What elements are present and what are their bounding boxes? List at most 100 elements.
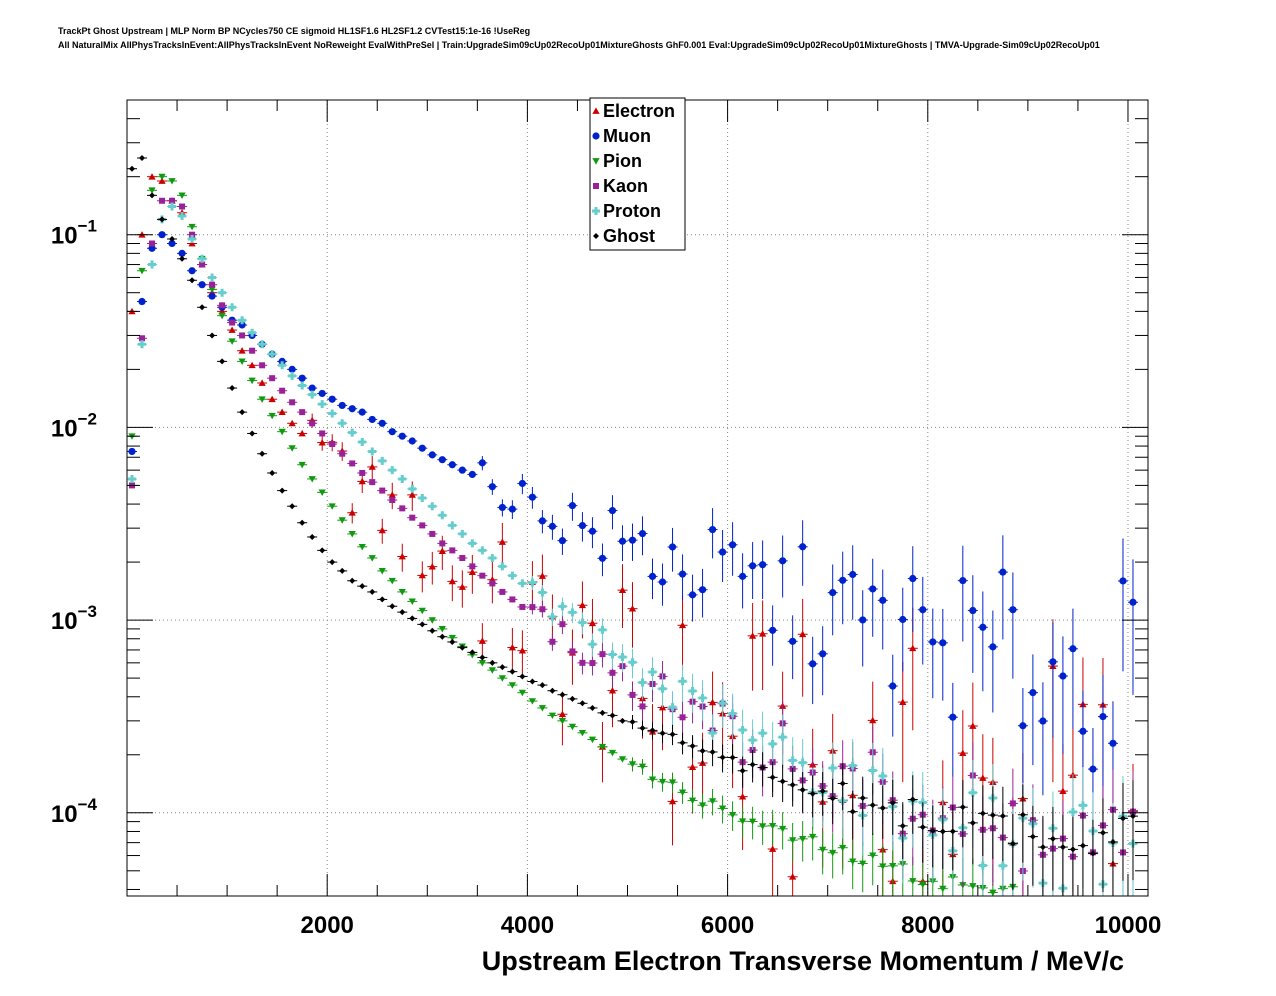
y-tick-label: 10−2 — [51, 409, 97, 442]
y-tick-label: 10−1 — [51, 217, 97, 250]
data-point — [499, 588, 506, 595]
data-point — [308, 384, 316, 392]
data-point — [1009, 800, 1016, 807]
data-point — [508, 505, 516, 513]
data-point — [318, 389, 326, 398]
data-point — [408, 491, 416, 498]
data-point — [999, 812, 1006, 819]
data-point — [398, 432, 406, 440]
data-point — [478, 459, 486, 467]
data-point — [159, 216, 166, 223]
data-point — [318, 489, 326, 496]
data-point — [768, 739, 777, 748]
data-point — [569, 648, 576, 655]
data-point — [1009, 606, 1017, 614]
data-point — [598, 554, 607, 562]
data-point — [418, 444, 426, 452]
data-point — [298, 374, 306, 382]
data-point — [509, 596, 516, 603]
data-point — [458, 529, 467, 538]
data-point — [759, 561, 767, 569]
data-point — [568, 502, 577, 510]
data-point — [399, 609, 406, 616]
data-point — [249, 430, 256, 437]
data-point — [518, 647, 526, 654]
data-point — [699, 747, 706, 754]
data-point — [269, 469, 276, 476]
series-pion — [127, 173, 1018, 897]
data-point — [138, 267, 146, 275]
y-tick-labels: 10−1 10−2 10−3 10−4 — [51, 217, 98, 828]
data-point — [718, 548, 727, 556]
data-point — [218, 288, 227, 297]
data-point — [618, 653, 627, 662]
data-point — [188, 267, 196, 275]
data-point — [418, 494, 427, 503]
data-point — [488, 483, 496, 491]
data-point — [748, 736, 757, 745]
data-point — [369, 588, 376, 595]
data-point — [339, 450, 346, 457]
data-point — [298, 381, 307, 390]
data-point — [588, 527, 597, 535]
data-point — [178, 249, 186, 257]
data-point — [339, 567, 346, 574]
data-point — [969, 606, 977, 615]
data-point — [1059, 787, 1067, 794]
data-point — [519, 673, 526, 680]
data-point — [419, 522, 426, 529]
data-point — [649, 727, 656, 734]
data-point — [939, 885, 947, 893]
data-point — [269, 375, 276, 382]
data-point — [769, 626, 777, 634]
data-point — [869, 585, 877, 593]
data-point — [438, 511, 447, 520]
data-point — [389, 496, 396, 503]
data-point — [1109, 739, 1117, 747]
data-point — [468, 470, 476, 479]
data-point — [648, 776, 657, 783]
data-point — [469, 563, 476, 570]
data-point — [498, 675, 506, 682]
data-point — [279, 387, 286, 394]
data-point — [418, 607, 426, 615]
data-point — [268, 395, 276, 403]
data-point — [338, 401, 346, 410]
data-point — [378, 456, 387, 465]
data-point — [489, 580, 496, 587]
data-point — [198, 281, 206, 289]
legend-marker — [592, 132, 600, 140]
data-point — [298, 461, 306, 469]
data-point — [149, 192, 156, 199]
data-point — [528, 493, 536, 501]
data-point — [358, 408, 366, 416]
data-point — [919, 824, 926, 831]
data-point — [658, 578, 667, 586]
legend-marker — [592, 158, 600, 165]
data-point — [879, 596, 887, 604]
data-point — [829, 795, 836, 802]
data-point — [728, 709, 737, 718]
data-point — [869, 852, 877, 859]
data-point — [508, 643, 516, 651]
data-point — [739, 767, 746, 774]
data-point — [628, 605, 637, 612]
data-point — [559, 621, 566, 628]
data-point — [508, 682, 516, 689]
data-point — [859, 795, 866, 802]
data-point — [229, 385, 236, 392]
data-point — [128, 474, 137, 483]
data-point — [189, 277, 196, 284]
data-point — [429, 627, 436, 634]
data-point — [538, 705, 547, 712]
data-points — [127, 155, 1138, 897]
data-point — [278, 408, 286, 416]
data-point — [438, 626, 446, 633]
data-point — [288, 371, 297, 380]
data-point — [448, 461, 456, 469]
data-point — [798, 758, 807, 767]
data-point — [178, 212, 187, 221]
data-point — [749, 562, 757, 570]
data-point — [378, 419, 386, 427]
data-point — [959, 749, 967, 756]
